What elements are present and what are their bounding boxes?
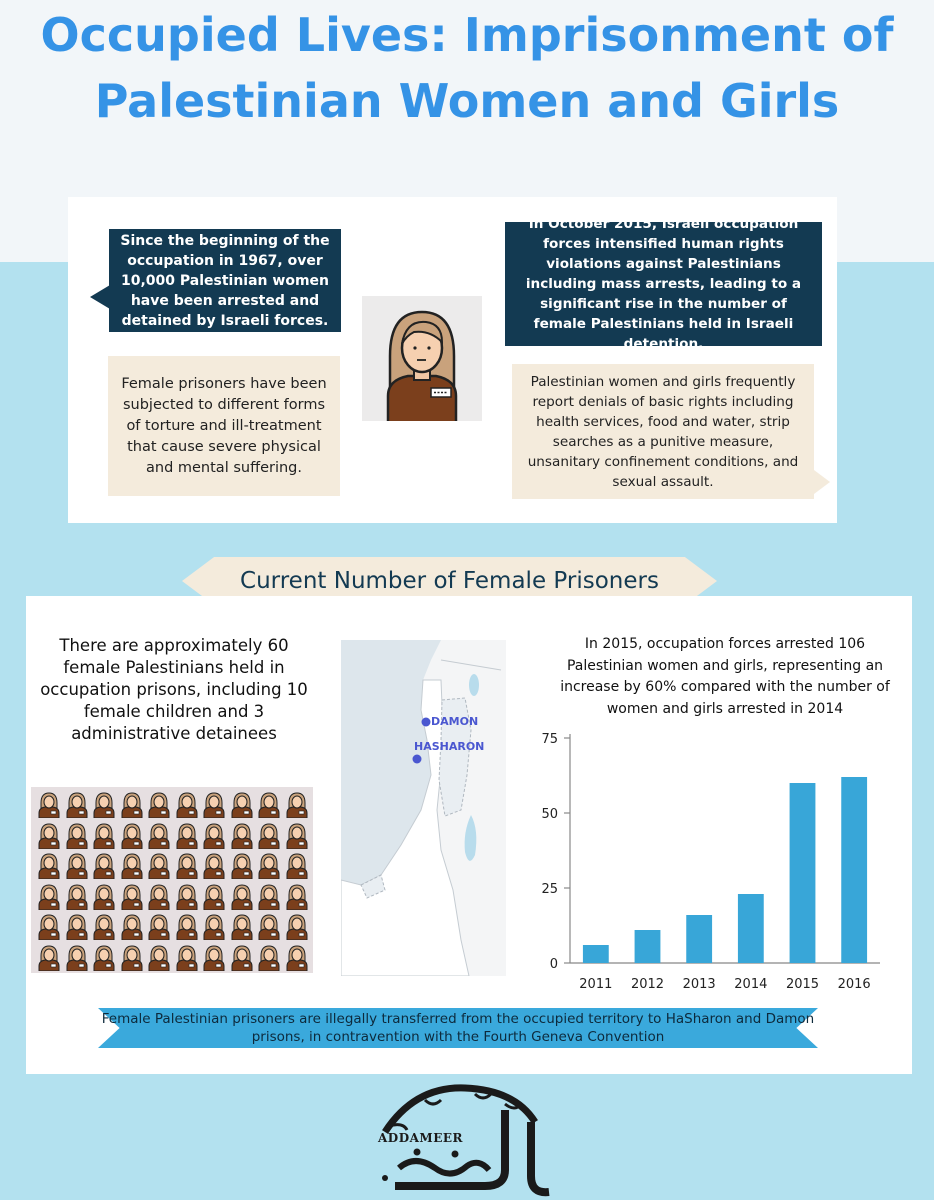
woman-prisoner-icon xyxy=(285,944,309,975)
addameer-logo xyxy=(382,1084,550,1197)
woman-prisoner-icon xyxy=(230,883,254,914)
woman-prisoner-icon xyxy=(37,852,61,883)
woman-prisoner-icon xyxy=(37,944,61,975)
woman-prisoner-icon xyxy=(257,944,281,975)
woman-prisoner-icon xyxy=(230,852,254,883)
woman-prisoner-icon xyxy=(120,791,144,822)
woman-prisoner-icon xyxy=(230,944,254,975)
woman-prisoner-icon xyxy=(65,822,89,853)
x-tick-label: 2011 xyxy=(579,977,612,992)
callout-tail xyxy=(814,470,830,494)
x-tick-label: 2014 xyxy=(734,977,767,992)
woman-prisoner-icon xyxy=(92,852,116,883)
woman-prisoner-icon xyxy=(92,913,116,944)
arrests-bar-chart: 0 25 50 75 2011 2012 2013 2014 2015 2016 xyxy=(541,732,880,992)
woman-prisoner-icon xyxy=(65,913,89,944)
x-tick-label: 2012 xyxy=(631,977,664,992)
woman-prisoner-icon xyxy=(285,791,309,822)
woman-prisoner-icon xyxy=(37,883,61,914)
woman-prisoner-icon xyxy=(202,883,226,914)
bar xyxy=(582,945,609,963)
woman-prisoner-icon xyxy=(285,822,309,853)
y-tick-label: 75 xyxy=(541,732,558,747)
woman-prisoner-icon xyxy=(65,883,89,914)
woman-prisoner-icon xyxy=(257,822,281,853)
woman-prisoner-icon xyxy=(202,944,226,975)
woman-prisoner-icon xyxy=(92,883,116,914)
woman-prisoner-icon xyxy=(147,822,171,853)
section-title: Current Number of Female Prisoners xyxy=(240,568,659,594)
woman-prisoner-icon xyxy=(257,791,281,822)
woman-prisoner-icon xyxy=(257,883,281,914)
woman-prisoner-icon xyxy=(175,852,199,883)
logo-text: ADDAMEER xyxy=(378,1131,463,1145)
woman-prisoner-icon xyxy=(92,944,116,975)
bottom-banner xyxy=(98,1008,818,1048)
woman-prisoner-icon xyxy=(120,883,144,914)
woman-prisoner-icon xyxy=(257,913,281,944)
woman-prisoner-icon xyxy=(120,822,144,853)
bar xyxy=(789,783,816,963)
y-tick-label: 50 xyxy=(541,807,558,822)
woman-prisoner-icon xyxy=(202,822,226,853)
woman-prisoner-icon xyxy=(202,913,226,944)
woman-prisoner-icon xyxy=(65,852,89,883)
woman-prisoner-icon xyxy=(175,791,199,822)
woman-prisoner-icon xyxy=(230,791,254,822)
map-graphic xyxy=(341,640,506,976)
y-tick-label: 0 xyxy=(550,957,558,972)
woman-prisoner-icon xyxy=(285,883,309,914)
woman-prisoner-icon xyxy=(65,944,89,975)
woman-prisoner-icon xyxy=(147,852,171,883)
woman-prisoner-icon xyxy=(147,883,171,914)
woman-prisoner-icon xyxy=(37,913,61,944)
woman-prisoner-icon xyxy=(285,913,309,944)
x-tick-label: 2016 xyxy=(838,977,871,992)
x-tick-label: 2015 xyxy=(786,977,819,992)
woman-prisoner-icon xyxy=(92,791,116,822)
callout-tail xyxy=(90,285,110,309)
fact-october-2015: In October 2015, Israeli occupation forc… xyxy=(505,216,822,352)
prisoner-avatar xyxy=(362,296,482,426)
x-tick-label: 2013 xyxy=(683,977,716,992)
fact-denials: Palestinian women and girls frequently r… xyxy=(512,364,814,499)
prisoner-count-text: There are approximately 60 female Palest… xyxy=(40,636,308,743)
woman-prisoner-icon xyxy=(175,944,199,975)
woman-prisoner-icon xyxy=(37,822,61,853)
woman-prisoner-icon xyxy=(285,852,309,883)
bar xyxy=(634,930,661,963)
woman-prisoner-icon xyxy=(175,883,199,914)
woman-prisoner-icon xyxy=(386,310,458,426)
page-title: Occupied Lives: Imprisonment of Palestin… xyxy=(40,8,894,128)
map: DAMON HASHARON xyxy=(341,640,506,976)
woman-prisoner-icon xyxy=(202,791,226,822)
fact-torture: Female prisoners have been subjected to … xyxy=(108,356,340,496)
woman-prisoner-icon xyxy=(120,913,144,944)
y-tick-label: 25 xyxy=(541,882,558,897)
woman-prisoner-icon xyxy=(147,791,171,822)
woman-prisoner-icon xyxy=(120,944,144,975)
bar xyxy=(841,777,868,963)
bar xyxy=(686,915,713,963)
woman-prisoner-icon xyxy=(92,822,116,853)
bar xyxy=(737,894,764,963)
woman-prisoner-icon xyxy=(65,791,89,822)
woman-prisoner-icon xyxy=(147,913,171,944)
transfer-notice: Female Palestinian prisoners are illegal… xyxy=(101,1011,815,1045)
woman-prisoner-icon xyxy=(230,913,254,944)
fact-since-1967: Since the beginning of the occupation in… xyxy=(109,229,341,332)
woman-prisoner-icon xyxy=(120,852,144,883)
woman-prisoner-icon xyxy=(175,822,199,853)
woman-prisoner-icon xyxy=(147,944,171,975)
woman-prisoner-icon xyxy=(230,822,254,853)
map-label-hasharon: HASHARON xyxy=(414,740,485,753)
woman-prisoner-icon xyxy=(175,913,199,944)
woman-prisoner-icon xyxy=(257,852,281,883)
map-label-damon: DAMON xyxy=(431,715,479,728)
woman-prisoner-icon xyxy=(37,791,61,822)
chart-caption: In 2015, occupation forces arrested 106 … xyxy=(560,636,890,717)
woman-prisoner-icon xyxy=(202,852,226,883)
prisoner-icon-grid xyxy=(31,787,313,973)
